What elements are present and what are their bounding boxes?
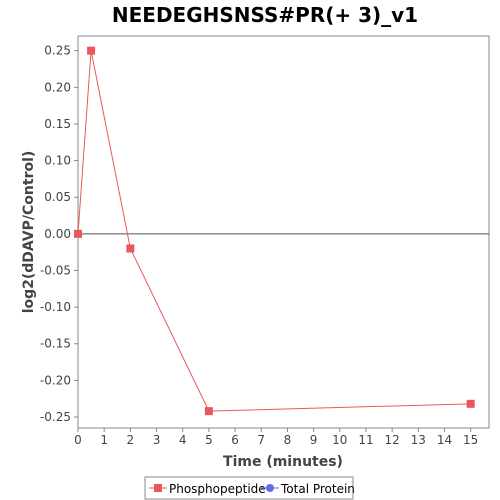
data-point [126, 244, 135, 253]
x-tick-label: 4 [179, 433, 187, 447]
x-tick-label: 2 [127, 433, 135, 447]
legend-box [144, 476, 354, 500]
legend-phosphopeptide-label: Phosphopeptide [169, 482, 266, 496]
series-layer [74, 46, 475, 416]
x-tick-label: 6 [231, 433, 239, 447]
plot-area [77, 35, 490, 429]
y-tick-label: 0.15 [44, 117, 71, 131]
legend-total-protein-marker [266, 484, 274, 492]
y-axis: 0.25 0.20 0.15 0.10 0.05 0.00 -0.05 -0.10 -0.15 -… [40, 44, 78, 424]
y-tick-label: -0.20 [40, 373, 71, 387]
x-tick-label: 1 [100, 433, 108, 447]
x-axis: 0 1 2 3 4 5 6 7 8 9 10 11 12 13 14 15 [74, 428, 478, 447]
y-tick-label: -0.15 [40, 337, 71, 351]
y-tick-label: -0.05 [40, 263, 71, 277]
legend-phosphopeptide-marker [154, 484, 162, 492]
x-tick-label: 9 [310, 433, 318, 447]
data-point [87, 46, 96, 55]
data-point [466, 399, 475, 408]
y-tick-label: 0.20 [44, 80, 71, 94]
y-tick-label: -0.10 [40, 300, 71, 314]
x-axis-label: Time (minutes) [223, 454, 343, 470]
x-tick-label: 11 [358, 433, 373, 447]
x-tick-label: 15 [463, 433, 478, 447]
y-tick-label: 0.05 [44, 190, 71, 204]
y-axis-label: log2(dDAVP/Control) [21, 151, 37, 314]
x-tick-label: 10 [332, 433, 347, 447]
y-tick-label: -0.25 [40, 410, 71, 424]
x-tick-label: 14 [437, 433, 452, 447]
x-tick-label: 0 [74, 433, 82, 447]
x-tick-label: 8 [284, 433, 292, 447]
legend-total-protein-label: Total Protein [280, 482, 355, 496]
legend: Phosphopeptide Total Protein [144, 476, 355, 500]
y-tick-label: 0.25 [44, 44, 71, 58]
x-tick-label: 13 [411, 433, 426, 447]
x-tick-label: 12 [384, 433, 399, 447]
chart-title: NEEDEGHSNSS#PR(+ 3)_v1 [112, 3, 418, 27]
x-tick-label: 3 [153, 433, 161, 447]
data-point [74, 229, 82, 238]
x-tick-label: 7 [257, 433, 265, 447]
y-tick-label: 0.00 [44, 227, 71, 241]
data-point [204, 407, 213, 416]
y-tick-label: 0.10 [44, 154, 71, 168]
x-tick-label: 5 [205, 433, 213, 447]
